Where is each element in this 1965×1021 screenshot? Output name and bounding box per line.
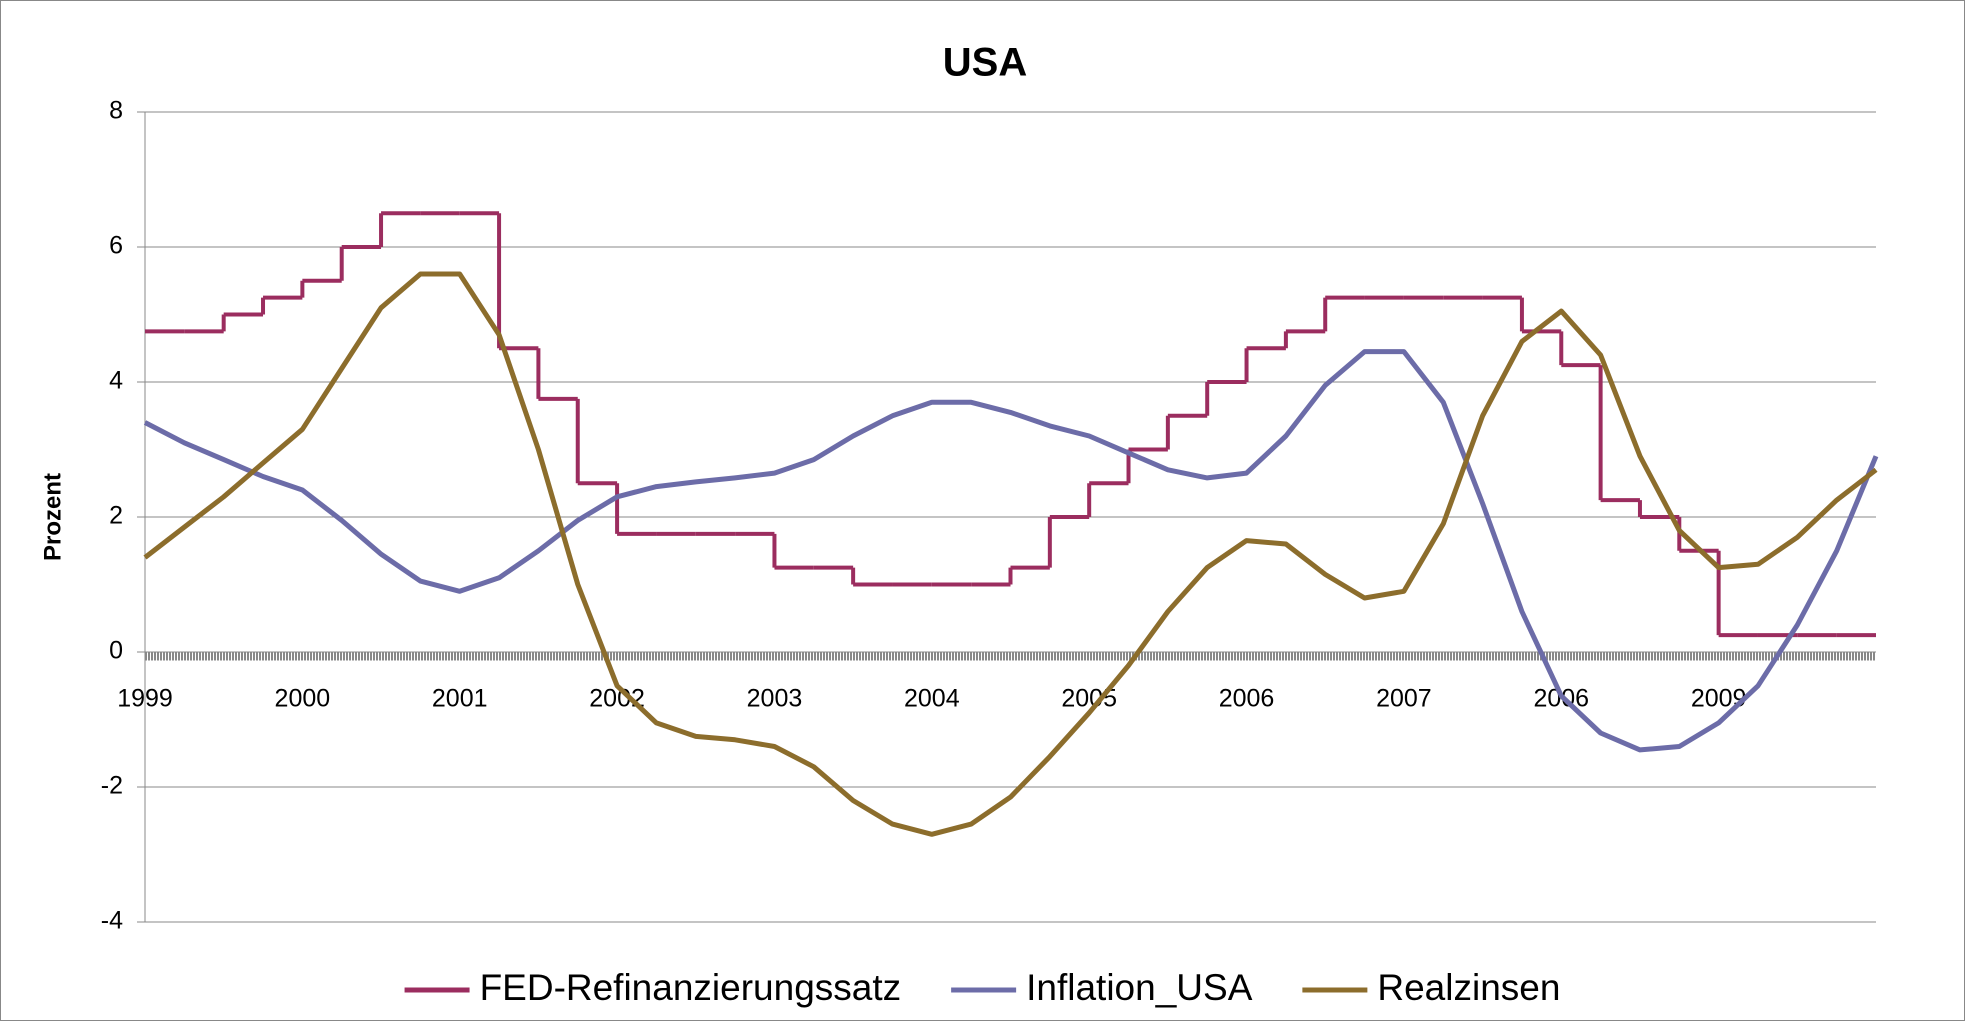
y-tick-label: 2 <box>109 502 123 530</box>
legend-label: Realzinsen <box>1377 967 1560 1008</box>
legend-label: FED-Refinanzierungssatz <box>480 967 902 1008</box>
x-tick-label: 2002 <box>589 685 645 713</box>
x-tick-label: 2007 <box>1376 685 1432 713</box>
series-line <box>143 349 1879 753</box>
series-line <box>143 271 1878 837</box>
y-axis-label: Prozent <box>39 473 66 561</box>
y-tick-label: -2 <box>101 772 123 800</box>
x-tick-label: 2009 <box>1691 685 1747 713</box>
x-tick-label: 2001 <box>432 685 488 713</box>
y-tick-label: -4 <box>101 907 123 935</box>
y-tick-label: 6 <box>109 232 123 260</box>
chart-title: USA <box>943 41 1027 85</box>
x-tick-label: 2004 <box>904 685 960 713</box>
x-tick-label: 1999 <box>117 685 173 713</box>
legend-label: Inflation_USA <box>1026 967 1253 1008</box>
x-tick-label: 2006 <box>1219 685 1275 713</box>
y-tick-label: 4 <box>109 367 123 395</box>
y-tick-label: 8 <box>109 97 123 125</box>
x-tick-label: 2000 <box>275 685 331 713</box>
x-tick-label: 2003 <box>747 685 803 713</box>
y-tick-label: 0 <box>109 637 123 665</box>
